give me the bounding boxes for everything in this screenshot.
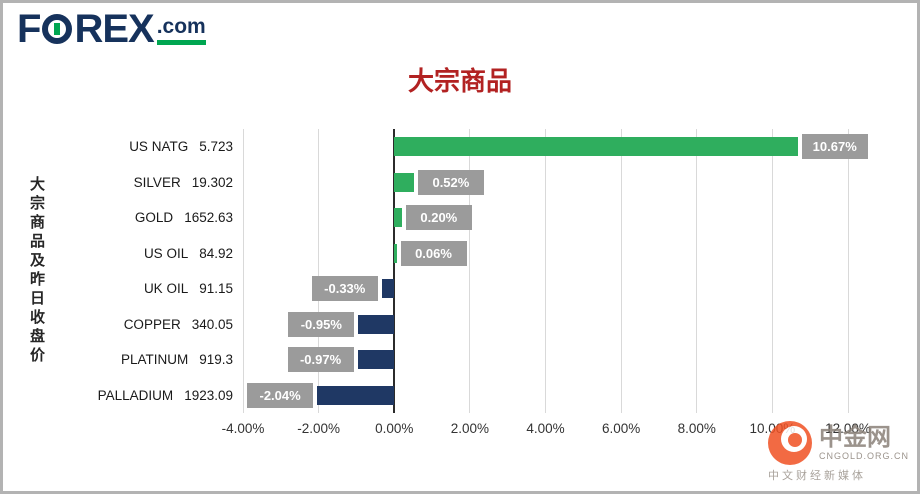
x-tick-label: 2.00% [450, 421, 490, 436]
commodity-name: COPPER [123, 316, 181, 332]
category-label: US NATG 5.723 [3, 129, 233, 165]
watermark-tagline: 中文财经新媒体 [767, 470, 866, 482]
close-price: 84.92 [199, 245, 233, 261]
commodity-name: SILVER [133, 174, 181, 190]
value-label: 0.06% [400, 240, 467, 266]
commodity-name: GOLD [134, 210, 174, 226]
forex-logo-dotcom: .com [156, 15, 206, 45]
bar-us-oil [394, 243, 397, 263]
gridline [545, 129, 546, 413]
y-axis-title: 大宗商品及昨日收盘价 [28, 176, 45, 366]
value-label: 0.52% [417, 169, 484, 195]
zero-axis-line [393, 129, 396, 413]
x-tick-label: 4.00% [526, 421, 565, 436]
close-price: 91.15 [199, 281, 233, 297]
gridline [771, 129, 773, 413]
forex-logo: F REX .com [17, 7, 206, 51]
forex-logo-dotcom-text: .com [156, 15, 206, 39]
bar-us-natg [394, 137, 798, 157]
value-label: -0.95% [288, 311, 355, 337]
forex-logo-rex: REX [74, 7, 154, 51]
bar-silver [394, 172, 414, 192]
close-price: 5.723 [199, 139, 233, 155]
value-label: -0.97% [287, 347, 354, 373]
plot-area: 10.67% 0.52% 0.20% 0.06% -0.33% -0.95% -0.97% -… [242, 129, 868, 413]
watermark-row: 中金网 CNGOLD.ORG.CN [767, 421, 909, 465]
bar-gold [394, 208, 402, 228]
value-label: -2.04% [247, 382, 314, 408]
x-tick-label: -4.00% [221, 421, 265, 436]
x-tick-label: 8.00% [677, 421, 716, 436]
bar-platinum [357, 350, 395, 370]
green-candle-icon [54, 23, 61, 35]
green-underline-icon [156, 40, 206, 45]
value-label: 0.20% [405, 205, 472, 231]
bar-uk-oil [381, 279, 395, 299]
commodity-name: US OIL [143, 245, 189, 261]
bar-copper [358, 314, 395, 334]
category-label: PALLADIUM 1923.09 [3, 378, 233, 414]
gridline [469, 129, 471, 413]
category-label: PLATINUM 919.3 [3, 342, 233, 378]
category-label: UK OIL 91.15 [3, 271, 233, 307]
category-label: SILVER 19.302 [3, 165, 233, 201]
commodity-name: PALLADIUM [97, 387, 174, 403]
category-axis: US NATG 5.723 SILVER 19.302 GOLD 1652.63 US OI… [3, 129, 233, 413]
watermark-site: CNGOLD.ORG.CN [818, 450, 909, 461]
commodity-name: PLATINUM [120, 352, 189, 368]
forex-logo-f: F [17, 7, 41, 51]
gridline [318, 129, 320, 413]
x-axis: -4.00%-2.00%0.00%2.00%4.00%6.00%8.00%10.… [222, 421, 871, 441]
close-price: 1652.63 [184, 210, 233, 226]
close-price: 1923.09 [184, 387, 233, 403]
x-tick-label: -2.00% [297, 421, 341, 436]
gridline [847, 129, 849, 413]
gridline [620, 129, 622, 413]
gridline [696, 129, 698, 413]
value-label: -0.33% [311, 276, 378, 302]
x-tick-label: 12.00% [825, 421, 871, 436]
gridline [242, 129, 244, 413]
close-price: 19.302 [191, 174, 233, 190]
value-label: 10.67% [801, 134, 868, 160]
watermark-text: 中金网 CNGOLD.ORG.CN [819, 425, 909, 460]
cngold-logo-icon [767, 421, 812, 465]
watermark-name: 中金网 [818, 424, 891, 452]
chart-title: 大宗商品 [407, 66, 512, 96]
x-tick-label: 6.00% [601, 421, 641, 436]
bar-palladium [317, 385, 395, 405]
close-price: 919.3 [199, 352, 233, 368]
cngold-watermark: 中金网 CNGOLD.ORG.CN 中文财经新媒体 [767, 421, 909, 483]
commodity-name: US NATG [129, 139, 189, 155]
category-label: GOLD 1652.63 [3, 200, 233, 236]
x-tick-label: 0.00% [375, 421, 414, 436]
forex-logo-o-icon [42, 14, 73, 44]
close-price: 340.05 [191, 316, 233, 332]
commodity-name: UK OIL [143, 281, 189, 297]
category-label: US OIL 84.92 [3, 236, 233, 272]
category-label: COPPER 340.05 [3, 307, 233, 343]
